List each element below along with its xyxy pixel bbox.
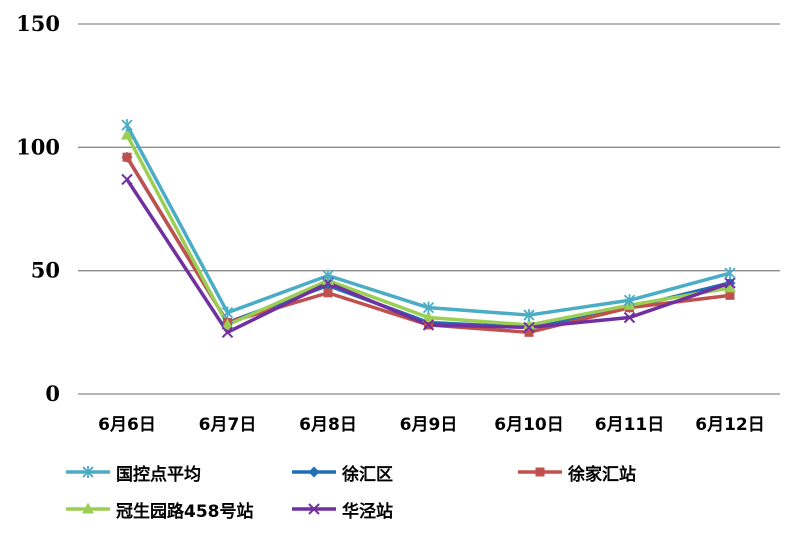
data-point bbox=[725, 290, 735, 300]
data-point bbox=[523, 321, 535, 334]
legend-marker bbox=[308, 466, 320, 478]
legend-marker bbox=[82, 466, 94, 478]
legend-item: 冠生园路458号站 bbox=[66, 492, 254, 526]
y-tick-label: 50 bbox=[31, 258, 60, 283]
legend-item: 华泾站 bbox=[292, 492, 393, 526]
legend-label: 徐家汇站 bbox=[568, 464, 636, 485]
data-point bbox=[623, 311, 636, 324]
y-tick-label: 150 bbox=[16, 11, 60, 36]
legend-swatch bbox=[292, 503, 336, 515]
data-point bbox=[221, 306, 234, 319]
line-chart: 0 50 100 150 6月6日 6月7日 6月8日 6月9日 6月10日 6月11日 6月12… bbox=[16, 11, 780, 435]
legend-swatch bbox=[518, 467, 562, 477]
legend-label: 徐汇区 bbox=[342, 464, 393, 485]
series-line bbox=[125, 124, 731, 317]
data-point bbox=[524, 327, 534, 337]
x-tick-label: 6月8日 bbox=[299, 415, 357, 435]
legend-swatch bbox=[66, 502, 110, 514]
gridlines bbox=[78, 23, 780, 395]
data-point bbox=[422, 319, 435, 331]
legend-marker bbox=[82, 502, 94, 514]
legend-label: 国控点平均 bbox=[116, 464, 201, 485]
legend-label: 冠生园路458号站 bbox=[116, 501, 254, 522]
data-point bbox=[724, 277, 736, 289]
data-point bbox=[121, 173, 133, 186]
data-point bbox=[523, 309, 535, 322]
data-point bbox=[323, 288, 333, 298]
data-point bbox=[221, 326, 234, 339]
data-point bbox=[724, 281, 736, 293]
x-tick-label: 6月12日 bbox=[695, 415, 765, 435]
data-point bbox=[422, 301, 435, 314]
legend-marker bbox=[535, 467, 545, 477]
x-tick-label: 6月7日 bbox=[199, 415, 257, 435]
data-point bbox=[322, 269, 334, 282]
data-point bbox=[523, 318, 535, 330]
x-tick-label: 6月6日 bbox=[98, 415, 156, 435]
series-markers bbox=[121, 119, 736, 339]
data-point bbox=[623, 294, 636, 307]
x-tick-label: 6月11日 bbox=[595, 415, 665, 435]
y-tick-label: 0 bbox=[45, 381, 60, 406]
y-axis-ticks: 0 50 100 150 bbox=[16, 11, 60, 406]
legend: 国控点平均 徐汇区 徐家汇站冠生园路458号站 华泾站 bbox=[0, 452, 799, 532]
series-lines bbox=[125, 124, 731, 335]
data-point bbox=[422, 311, 435, 323]
y-tick-label: 100 bbox=[16, 134, 60, 159]
legend-swatch bbox=[292, 466, 336, 478]
x-tick-label: 6月10日 bbox=[494, 415, 564, 435]
legend-marker bbox=[308, 503, 320, 515]
data-point bbox=[221, 318, 234, 330]
x-tick-label: 6月9日 bbox=[400, 415, 458, 435]
legend-item: 国控点平均 bbox=[66, 455, 201, 489]
legend-label: 华泾站 bbox=[342, 501, 393, 522]
data-point bbox=[122, 152, 132, 162]
data-point bbox=[121, 128, 133, 140]
legend-swatch bbox=[66, 466, 110, 478]
legend-item: 徐家汇站 bbox=[518, 455, 636, 489]
data-point bbox=[121, 119, 133, 132]
data-point bbox=[724, 267, 736, 280]
x-axis-ticks: 6月6日 6月7日 6月8日 6月9日 6月10日 6月11日 6月12日 bbox=[98, 415, 765, 435]
legend-item: 徐汇区 bbox=[292, 455, 393, 489]
